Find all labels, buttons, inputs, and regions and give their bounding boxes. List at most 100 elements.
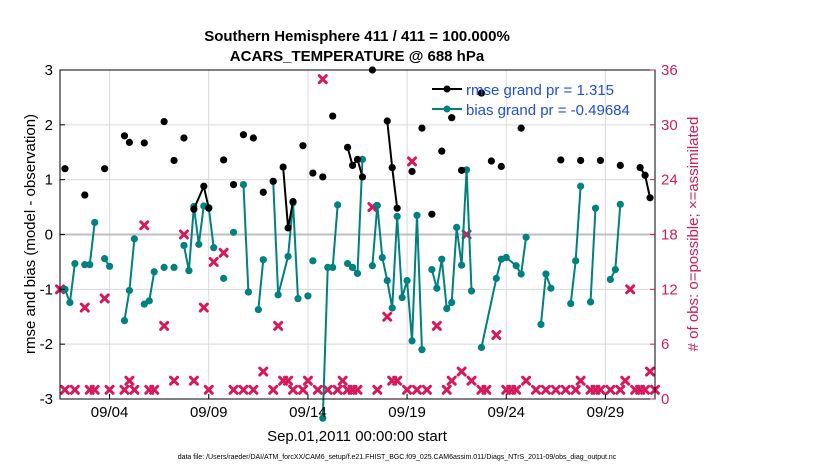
bias-point-43 [358, 155, 367, 163]
y-tick-label-5: 2 [45, 117, 53, 134]
obs-count-point-18 [198, 302, 209, 313]
obs-count-point-65 [550, 384, 561, 395]
bias-point-54 [418, 346, 426, 354]
bias-point-41 [348, 263, 357, 271]
rmse-point-40 [487, 157, 495, 165]
obs-count-series [55, 74, 660, 395]
obs-count-point-49 [421, 384, 432, 395]
rmse-series [61, 66, 654, 232]
obs-count-point-57 [481, 384, 492, 395]
rmse-point-21 [299, 142, 307, 150]
bias-point-59 [448, 298, 456, 307]
x-axis-label: Sep.01,2011 00:00:00 start [267, 428, 448, 445]
bias-point-27 [254, 306, 262, 314]
rmse-point-48 [641, 171, 649, 179]
obs-count-point-62 [521, 375, 532, 386]
legend-rmse-label: rmse grand pr = 1.315 [466, 82, 614, 99]
rmse-point-24 [329, 112, 337, 120]
x-tick-label-3: 09/19 [388, 404, 426, 421]
bias-point-64 [477, 343, 486, 352]
obs-count-point-67 [570, 384, 581, 395]
rmse-point-41 [497, 162, 505, 171]
rmse-point-18 [279, 163, 287, 171]
x-tick-label-2: 09/14 [289, 404, 327, 421]
y2-tick-label-0: 0 [661, 391, 669, 408]
obs-count-point-30 [288, 384, 299, 395]
rmse-point-8 [180, 134, 188, 142]
obs-count-point-31 [297, 384, 308, 395]
obs-count-point-58 [491, 330, 502, 341]
rmse-point-31 [388, 164, 396, 172]
bias-point-60 [453, 223, 461, 231]
obs-count-point-33 [312, 384, 323, 395]
rmse-point-5 [140, 139, 148, 147]
y-axis-ticks: -3 -2 -1 0 1 2 3 [40, 62, 65, 408]
obs-count-point-27 [273, 320, 284, 331]
bias-point-77 [586, 298, 595, 306]
y2-tick-label-6: 36 [661, 62, 678, 79]
bias-point-39 [334, 201, 342, 209]
rmse-point-4 [125, 138, 134, 146]
bias-point-81 [616, 200, 624, 208]
obs-count-point-79 [645, 366, 656, 377]
bias-point-74 [567, 299, 575, 308]
bias-point-76 [577, 182, 585, 190]
bias-point-35 [309, 257, 317, 265]
y-tick-label-1: -2 [40, 336, 53, 353]
obs-count-point-15 [169, 375, 180, 386]
rmse-point-16 [259, 188, 267, 196]
bias-point-7 [105, 262, 114, 270]
obs-count-point-35 [322, 384, 333, 395]
rmse-point-3 [120, 132, 129, 140]
rmse-point-44 [577, 156, 585, 165]
obs-count-point-26 [268, 384, 279, 395]
rmse-point-47 [636, 164, 644, 172]
bias-point-63 [467, 287, 476, 295]
x-tick-label-4: 09/24 [487, 404, 525, 421]
bias-point-9 [125, 286, 134, 295]
bias-point-70 [522, 233, 530, 241]
bias-point-24 [229, 228, 238, 236]
bias-point-67 [502, 253, 510, 262]
rmse-point-30 [383, 117, 391, 125]
bias-point-44 [368, 262, 376, 270]
obs-count-point-19 [203, 384, 214, 395]
rmse-point-43 [557, 156, 565, 164]
rmse-point-15 [249, 134, 257, 142]
rmse-point-39 [477, 89, 486, 97]
bias-point-55 [428, 265, 436, 274]
bias-point-10 [130, 235, 138, 243]
obs-count-point-3 [79, 302, 90, 313]
obs-count-point-52 [446, 375, 457, 386]
rmse-point-1 [81, 191, 89, 199]
legend: rmse grand pr = 1.315 bias grand pr = -0… [432, 82, 630, 119]
bias-point-8 [120, 316, 129, 325]
chart-subtitle: ACARS_TEMPERATURE @ 688 hPa [230, 48, 485, 65]
bias-point-30 [274, 291, 282, 299]
bias-point-51 [403, 276, 411, 285]
rmse-point-34 [418, 124, 426, 132]
rmse-point-42 [517, 124, 525, 132]
legend-rmse-marker [443, 85, 451, 93]
bias-point-34 [304, 292, 312, 300]
bias-point-6 [101, 255, 109, 263]
obs-count-point-13 [149, 384, 160, 395]
bias-point-36 [319, 414, 327, 422]
obs-count-point-34 [317, 74, 328, 85]
bias-point-73 [547, 284, 555, 292]
bias-point-78 [591, 204, 600, 212]
obs-count-point-21 [218, 247, 229, 258]
rmse-point-32 [393, 204, 401, 212]
bias-point-69 [517, 270, 525, 278]
obs-count-point-53 [456, 366, 467, 377]
obs-count-point-66 [560, 384, 571, 395]
bias-point-47 [383, 276, 391, 285]
bias-line-17 [589, 208, 597, 302]
bias-point-79 [606, 275, 614, 284]
bias-point-48 [388, 304, 396, 312]
bias-point-3 [81, 261, 89, 269]
obs-count-point-48 [412, 384, 422, 395]
bias-point-49 [393, 212, 401, 221]
obs-count-point-78 [640, 384, 651, 395]
